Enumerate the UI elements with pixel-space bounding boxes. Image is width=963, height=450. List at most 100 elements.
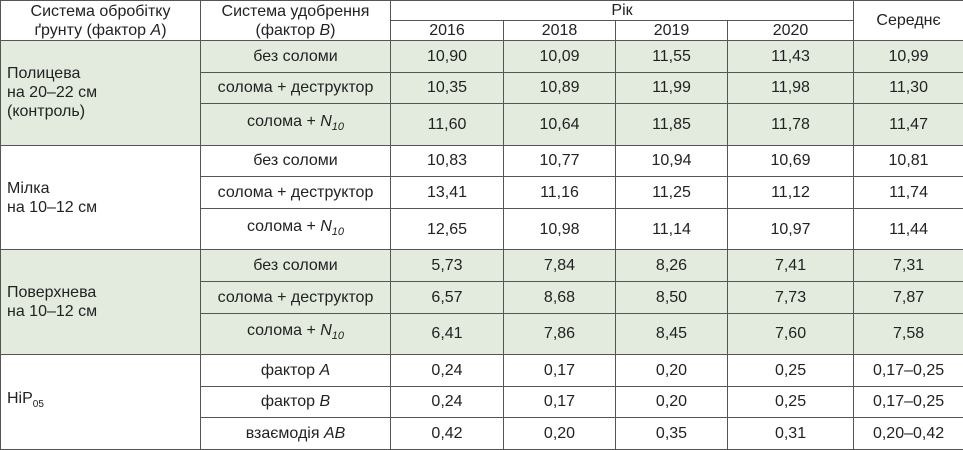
data-row: взаємодія AB 0,42 0,20 0,35 0,31 0,20–0,42 — [1, 417, 963, 450]
year-cell: 2019 — [615, 20, 728, 41]
text-part: солома + деструктор — [217, 288, 374, 306]
text-part: 10 — [331, 121, 345, 134]
text-part: 05 — [32, 399, 44, 411]
factor-b-cell: солома + N10 — [200, 103, 391, 146]
value-cell: 0,20 — [503, 417, 616, 450]
label-line: (контроль) — [7, 102, 194, 121]
table-body: Полицева на 20–22 см (контроль) без соломи 1… — [0, 40, 963, 450]
label-line: Поверхнева — [7, 283, 194, 302]
value-cell: 5,73 — [390, 249, 504, 282]
header-row: 2016 2018 2019 2020 — [1, 20, 963, 41]
text-part: солома + деструктор — [217, 79, 374, 97]
label-line: на 10–12 см — [7, 302, 194, 321]
text-part: на 10–12 см — [7, 303, 98, 321]
value-cell: 7,87 — [853, 280, 963, 314]
data-row: солома + деструктор 10,35 10,89 11,99 11,98 1… — [1, 71, 963, 105]
factor-b-cell: без соломи — [200, 249, 391, 282]
value-cell: 0,31 — [726, 417, 855, 450]
group-label: Мілка на 10–12 см — [0, 144, 201, 251]
factor-b-cell: солома + N10 — [200, 207, 391, 251]
text-part: ) — [161, 21, 167, 39]
group-label: HiP05 — [0, 354, 201, 450]
text-part: солома + — [246, 322, 321, 340]
text-part: A — [150, 21, 162, 39]
value-cell: 11,85 — [615, 103, 728, 146]
value-cell: 7,73 — [726, 280, 855, 314]
value-cell: 0,24 — [390, 385, 504, 419]
text-part: B — [319, 21, 331, 39]
text-part: Мілка — [7, 179, 50, 197]
text-part: 10 — [331, 330, 345, 343]
text-part: солома + — [246, 217, 321, 235]
text-part: без соломи — [253, 257, 338, 275]
factor-b-cell: солома + деструктор — [200, 280, 391, 314]
factor-b-cell: без соломи — [200, 40, 391, 73]
text-part: N — [320, 322, 332, 340]
value-cell: 10,35 — [390, 71, 504, 105]
year-cell: 2016 — [390, 20, 504, 41]
value-cell: 0,17–0,25 — [853, 354, 963, 387]
text-part: N — [320, 217, 332, 235]
value-cell: 11,99 — [615, 71, 728, 105]
label-line: на 10–12 см — [7, 198, 194, 217]
label-line: Мілка — [7, 179, 194, 198]
value-cell: 11,30 — [853, 71, 963, 105]
text-part: 10 — [331, 225, 345, 238]
header-row: Система обробітку ґрунту (фактор A) Систе… — [0, 0, 963, 41]
year-cell: 2020 — [726, 20, 855, 41]
value-cell: 7,60 — [726, 312, 855, 356]
value-cell: 8,50 — [615, 280, 728, 314]
header-cell: Система обробітку ґрунту (фактор A) — [0, 0, 201, 41]
factor-b-cell: солома + деструктор — [200, 71, 391, 105]
value-cell: 11,55 — [615, 40, 728, 73]
value-cell: 10,89 — [503, 71, 616, 105]
data-row: Поверхнева на 10–12 см без соломи 5,73 7,84 8… — [0, 249, 963, 356]
group-label: Полицева на 20–22 см (контроль) — [0, 40, 201, 146]
header-cell: Система удобрення (фактор B) — [200, 0, 391, 41]
data-row: HiP05 фактор A 0,24 0,17 0,20 0,25 0,17–0,25 — [0, 354, 963, 450]
value-cell: 7,58 — [853, 312, 963, 356]
value-cell: 8,68 — [503, 280, 616, 314]
text-part: взаємодія — [245, 425, 324, 443]
value-cell: 11,16 — [503, 176, 616, 209]
value-cell: 10,64 — [503, 103, 616, 146]
value-cell: 0,20–0,42 — [853, 417, 963, 450]
factor-b-cell: без соломи — [200, 144, 391, 178]
text-part: A — [319, 361, 331, 379]
value-cell: 10,90 — [390, 40, 504, 73]
value-cell: 10,77 — [503, 144, 616, 178]
text-part: Система обробітку ґрунту (фактор — [30, 2, 171, 39]
text-part: Поверхнева — [7, 284, 97, 302]
text-part: HiP — [7, 390, 33, 408]
value-cell: 12,65 — [390, 207, 504, 251]
value-cell: 0,17 — [503, 354, 616, 387]
text-part: ) — [330, 21, 336, 39]
value-cell: 6,57 — [390, 280, 504, 314]
value-cell: 8,26 — [615, 249, 728, 282]
value-cell: 10,94 — [615, 144, 728, 178]
text-part: B — [319, 393, 331, 411]
data-row: фактор B 0,24 0,17 0,20 0,25 0,17–0,25 — [1, 385, 963, 419]
text-part: солома + — [246, 112, 321, 130]
value-cell: 11,43 — [726, 40, 855, 73]
value-cell: 10,97 — [726, 207, 855, 251]
data-row: солома + N10 6,41 7,86 8,45 7,60 7,58 — [1, 312, 963, 356]
data-row: солома + деструктор 6,57 8,68 8,50 7,73 7,87 — [1, 280, 963, 314]
value-cell: 0,25 — [726, 354, 855, 387]
value-cell: 10,99 — [853, 40, 963, 73]
value-cell: 11,44 — [853, 207, 963, 251]
value-cell: 11,14 — [615, 207, 728, 251]
text-part: (контроль) — [7, 103, 86, 121]
text-part: солома + деструктор — [217, 184, 374, 202]
label-line: HiP05 — [7, 389, 194, 414]
factor-b-cell: фактор B — [200, 385, 391, 419]
value-cell: 11,12 — [726, 176, 855, 209]
value-cell: 0,20 — [615, 385, 728, 419]
value-cell: 11,98 — [726, 71, 855, 105]
header-cell: Рік — [389, 0, 855, 21]
group-label: Поверхнева на 10–12 см — [0, 249, 201, 356]
data-row: солома + N10 12,65 10,98 11,14 10,97 11,44 — [1, 207, 963, 251]
text-part: фактор — [260, 361, 320, 379]
text-part: на 10–12 см — [7, 198, 98, 216]
